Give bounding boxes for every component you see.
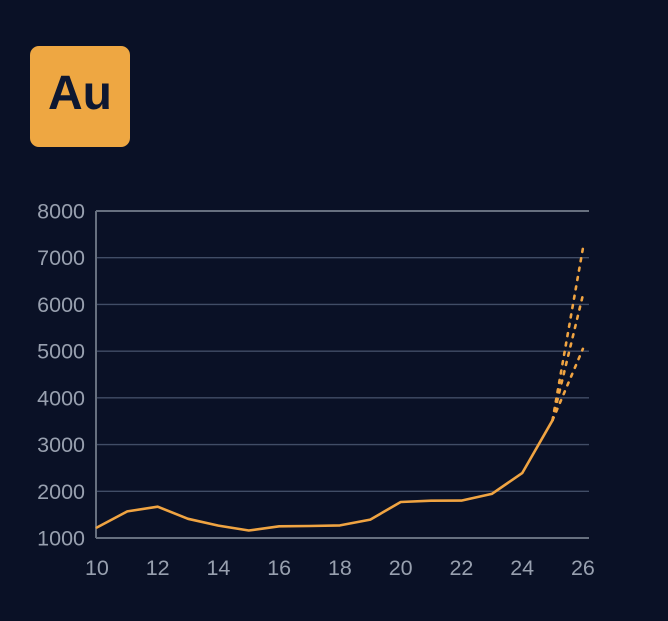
gold-element-symbol: Au bbox=[48, 67, 112, 120]
x-tick-label: 16 bbox=[267, 556, 291, 580]
x-axis-tick-labels: 10 12 14 16 18 20 22 24 26 bbox=[85, 556, 595, 580]
x-tick-label: 10 bbox=[85, 556, 109, 580]
gold-price-chart: 1000 2000 3000 4000 5000 6000 7000 8000 10 12 14 16… bbox=[0, 195, 668, 621]
x-tick-label: 26 bbox=[571, 556, 595, 580]
y-tick-label: 6000 bbox=[37, 293, 85, 317]
y-axis-tick-labels: 1000 2000 3000 4000 5000 6000 7000 8000 bbox=[37, 200, 85, 551]
gold-price-history-line bbox=[95, 419, 554, 532]
y-tick-label: 5000 bbox=[37, 340, 85, 364]
y-tick-label: 8000 bbox=[37, 200, 85, 224]
x-tick-label: 24 bbox=[510, 556, 534, 580]
y-tick-label: 1000 bbox=[37, 527, 85, 551]
forecast-mid-line bbox=[551, 293, 585, 422]
y-tick-label: 7000 bbox=[37, 246, 85, 270]
gold-element-badge: Au bbox=[30, 46, 130, 147]
y-tick-label: 4000 bbox=[37, 386, 85, 410]
x-tick-label: 14 bbox=[206, 556, 230, 580]
forecast-high-line bbox=[551, 247, 585, 422]
line-chart-svg: 1000 2000 3000 4000 5000 6000 7000 8000 10 12 14 16… bbox=[37, 200, 595, 581]
x-tick-label: 20 bbox=[389, 556, 413, 580]
y-tick-label: 2000 bbox=[37, 480, 85, 504]
x-tick-label: 18 bbox=[328, 556, 352, 580]
y-tick-label: 3000 bbox=[37, 433, 85, 457]
grid-lines bbox=[96, 210, 589, 539]
forecast-low-line bbox=[551, 347, 585, 422]
x-tick-label: 22 bbox=[449, 556, 473, 580]
x-tick-label: 12 bbox=[146, 556, 170, 580]
